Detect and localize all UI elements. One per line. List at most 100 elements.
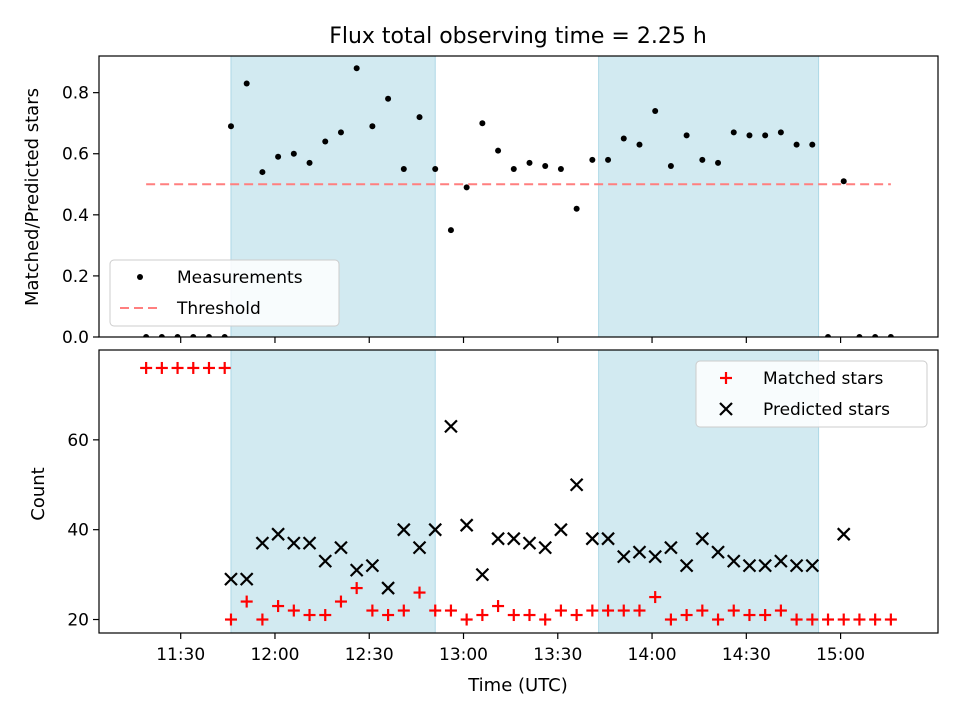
legend-label: Threshold bbox=[176, 299, 261, 319]
matched-star-point bbox=[287, 604, 300, 617]
measurement-point bbox=[447, 227, 454, 234]
matched-star-point bbox=[884, 613, 897, 626]
legend-label: Predicted stars bbox=[763, 400, 890, 420]
measurement-point bbox=[221, 334, 228, 337]
matched-star-point bbox=[869, 613, 882, 626]
matched-star-point bbox=[539, 613, 552, 626]
measurement-point bbox=[510, 166, 517, 173]
predicted-star-point bbox=[239, 572, 254, 586]
measurement-point bbox=[636, 141, 643, 148]
predicted-star-point bbox=[569, 477, 584, 492]
matched-star-point bbox=[822, 613, 835, 626]
panel-count: 20 40 60 11:30 12:00 12:30 13:00 13:30 14:00 14:3… bbox=[67, 349, 939, 665]
predicted-star-point bbox=[522, 536, 537, 550]
measurement-point bbox=[840, 178, 847, 185]
bottom-y-axis-label: Count bbox=[28, 467, 49, 520]
matched-star-point bbox=[240, 595, 253, 608]
predicted-star-point bbox=[475, 567, 490, 582]
x-tick-label: 13:30 bbox=[533, 645, 582, 665]
x-tick-label: 12:00 bbox=[250, 645, 299, 665]
y-tick-label: 0.8 bbox=[62, 84, 89, 104]
predicted-star-point bbox=[459, 518, 474, 532]
matched-star-point bbox=[187, 361, 200, 374]
matched-star-point bbox=[649, 591, 662, 604]
matched-star-point bbox=[680, 609, 693, 622]
predicted-star-point bbox=[302, 536, 317, 550]
matched-star-point bbox=[837, 613, 850, 626]
measurement-point bbox=[730, 129, 737, 136]
shaded-interval-2 bbox=[598, 55, 820, 338]
predicted-star-point bbox=[507, 531, 521, 546]
measurement-point bbox=[275, 153, 282, 160]
matched-star-point bbox=[224, 613, 237, 626]
y-tick-label: 0.6 bbox=[62, 145, 89, 165]
legend-label: Matched stars bbox=[763, 369, 883, 389]
measurement-point bbox=[306, 159, 313, 166]
predicted-star-point bbox=[789, 558, 804, 573]
measurement-point bbox=[605, 156, 612, 163]
matched-star-point bbox=[602, 604, 615, 617]
predicted-star-point bbox=[601, 531, 615, 546]
measurement-point bbox=[620, 135, 627, 142]
matched-star-point bbox=[366, 604, 379, 617]
predicted-star-point bbox=[648, 549, 662, 564]
measurement-point bbox=[557, 166, 564, 173]
matched-star-point bbox=[334, 595, 347, 608]
predicted-star-point bbox=[491, 531, 505, 546]
measurement-point bbox=[856, 334, 863, 337]
measurement-point bbox=[463, 184, 470, 191]
measurement-point bbox=[259, 169, 266, 176]
axes-frame bbox=[98, 55, 939, 338]
measurement-point bbox=[190, 334, 197, 337]
predicted-star-point bbox=[616, 549, 631, 564]
matched-star-point bbox=[806, 613, 819, 626]
legend-label: Measurements bbox=[177, 268, 303, 288]
y-tick-label: 40 bbox=[67, 521, 89, 541]
matched-star-point bbox=[350, 582, 363, 595]
measurement-point bbox=[400, 166, 407, 173]
matched-star-point bbox=[319, 609, 332, 622]
measurement-point bbox=[589, 156, 596, 163]
predicted-star-point bbox=[695, 531, 710, 546]
matched-star-point bbox=[140, 361, 153, 374]
legend-plus-swatch bbox=[720, 372, 732, 384]
measurement-point bbox=[385, 95, 392, 102]
predicted-star-point bbox=[381, 581, 395, 595]
y-tick-label: 20 bbox=[67, 611, 89, 631]
matched-star-point bbox=[617, 604, 630, 617]
predicted-star-point bbox=[444, 419, 458, 434]
matched-star-point bbox=[413, 586, 426, 599]
measurement-point bbox=[652, 107, 659, 114]
measurement-point bbox=[667, 162, 674, 169]
predicted-star-point bbox=[365, 558, 380, 573]
measurement-point bbox=[809, 141, 816, 148]
predicted-star-point bbox=[711, 545, 725, 559]
measurement-point bbox=[205, 334, 212, 337]
measurement-point bbox=[683, 132, 690, 139]
measurement-point bbox=[825, 334, 832, 337]
measurement-point bbox=[573, 205, 580, 212]
measurement-point bbox=[337, 129, 344, 136]
measurement-point bbox=[746, 132, 753, 139]
matched-star-point bbox=[202, 361, 215, 374]
predicted-star-point bbox=[758, 558, 772, 573]
matched-star-point bbox=[664, 613, 677, 626]
matched-star-point bbox=[256, 613, 269, 626]
measurement-point bbox=[174, 334, 181, 337]
matched-star-point bbox=[444, 604, 457, 617]
y-tick-label: 0.2 bbox=[62, 267, 89, 287]
predicted-star-point bbox=[397, 522, 411, 537]
x-tick-label: 11:30 bbox=[156, 645, 205, 665]
data-points bbox=[143, 65, 894, 337]
measurement-point bbox=[872, 334, 879, 337]
predicted-star-point bbox=[664, 540, 678, 555]
predicted-star-point bbox=[412, 540, 427, 555]
x-tick-label: 14:30 bbox=[722, 645, 771, 665]
matched-star-point bbox=[155, 361, 168, 374]
x-tick-label: 15:00 bbox=[816, 645, 865, 665]
legend-box bbox=[695, 360, 928, 428]
predicted-star-point bbox=[224, 572, 238, 586]
measurement-point bbox=[322, 138, 329, 145]
matched-star-point bbox=[570, 609, 583, 622]
measurement-point bbox=[542, 162, 549, 169]
